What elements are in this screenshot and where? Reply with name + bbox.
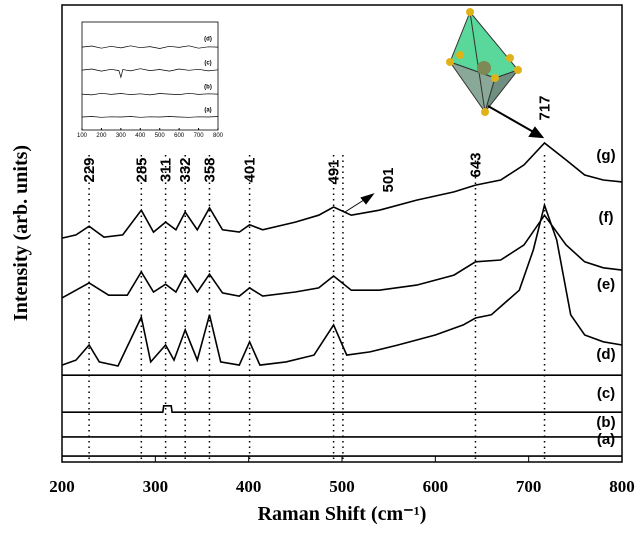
- series-label: (b): [596, 414, 615, 431]
- peak-label: 285: [133, 157, 150, 182]
- series-label: (e): [597, 276, 615, 293]
- peak-label: 229: [81, 157, 98, 182]
- series-label: (b): [204, 85, 212, 91]
- x-tick-label: 500: [155, 133, 166, 139]
- peak-label: 401: [242, 157, 259, 182]
- x-tick-label: 600: [423, 477, 449, 496]
- series-label: (a): [597, 431, 615, 448]
- spectrum-line: [61, 213, 623, 299]
- spectrum-line: [62, 405, 622, 413]
- arrows: [344, 105, 545, 213]
- peak-label: 501: [380, 167, 397, 192]
- x-tick-label: 700: [194, 133, 205, 139]
- y-axis-label: Intensity (arb. units): [10, 145, 32, 321]
- x-tick-label: 600: [174, 133, 185, 139]
- spectrum-line: [81, 92, 219, 96]
- x-tick-label: 700: [516, 477, 542, 496]
- spectrum-line: [61, 202, 623, 367]
- octahedron-icon: [446, 8, 522, 116]
- series-label: (d): [596, 346, 615, 363]
- x-tick-label: 300: [116, 133, 127, 139]
- spectrum-line: [81, 116, 219, 118]
- series-label: (a): [204, 108, 211, 114]
- peak-label: 332: [177, 157, 194, 182]
- spectrum-line: [81, 45, 219, 49]
- spectrum-line: [61, 141, 623, 239]
- inset-frame: [81, 21, 219, 131]
- peak-label: 311: [158, 158, 175, 182]
- x-tick-label: 800: [609, 477, 635, 496]
- x-tick-label: 800: [213, 133, 224, 139]
- x-tick-label: 300: [143, 477, 169, 496]
- series-label: (g): [596, 147, 615, 164]
- series-label: (f): [599, 209, 614, 226]
- peak-label: 491: [326, 159, 343, 184]
- peak-label: 717: [537, 95, 554, 120]
- x-tick-label: 100: [77, 133, 88, 139]
- x-tick-label: 200: [96, 133, 107, 139]
- peak-label: 643: [467, 152, 484, 177]
- x-tick-label: 500: [329, 477, 355, 496]
- series-label: (c): [597, 385, 615, 402]
- series-label: (d): [204, 37, 212, 43]
- x-tick-label: 400: [236, 477, 262, 496]
- peak-label: 358: [201, 157, 218, 182]
- x-tick-label: 200: [49, 477, 75, 496]
- x-tick-label: 400: [135, 133, 146, 139]
- x-axis-label: Raman Shift (cm⁻¹): [258, 503, 427, 525]
- spectrum-line: [81, 68, 219, 79]
- series-label: (c): [204, 61, 211, 67]
